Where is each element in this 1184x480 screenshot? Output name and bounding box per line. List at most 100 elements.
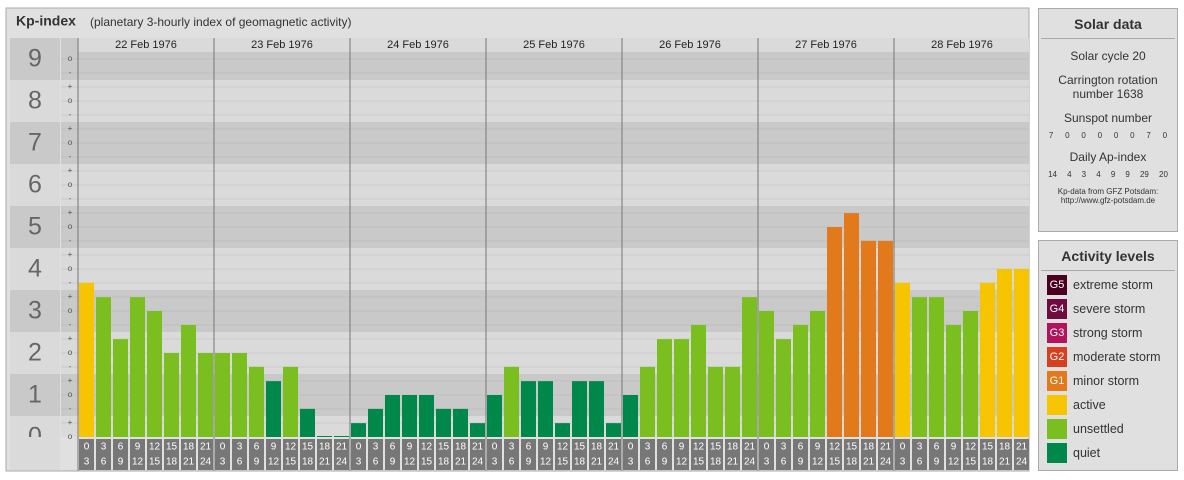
hour-to: 18 [166, 457, 178, 468]
sub-label: - [69, 404, 72, 413]
bar [283, 366, 298, 437]
bar [895, 282, 910, 437]
hour-from: 0 [900, 442, 906, 453]
hour-from: 12 [829, 442, 841, 453]
bar [1014, 269, 1029, 437]
legend-swatch [1047, 443, 1067, 463]
sunspot-value: 0 [1162, 131, 1168, 140]
bar [657, 339, 672, 437]
sub-label: o [68, 264, 73, 273]
bar [164, 353, 179, 437]
hour-to: 21 [455, 457, 467, 468]
sunspot-value: 0 [1065, 131, 1070, 140]
hour-from: 18 [863, 442, 875, 453]
hour-from: 9 [951, 442, 957, 453]
hour-to: 12 [948, 457, 960, 468]
sunspot-value: 0 [1130, 131, 1135, 140]
bar [317, 436, 332, 437]
hour-cell [504, 439, 519, 470]
sunspot-title: Sunspot number [1063, 111, 1153, 125]
hour-from: 6 [390, 442, 396, 453]
hour-to: 9 [526, 457, 532, 468]
solar-panel: Solar data Solar cycle 20 Carrington rot… [1038, 8, 1178, 232]
sub-label: - [69, 152, 72, 161]
hour-to: 15 [965, 457, 977, 468]
hour-from: 15 [710, 442, 722, 453]
sub-label: - [69, 194, 72, 203]
sunspot-values: 7 0 0 0 0 0 7 0 [1043, 131, 1173, 140]
legend-item: G4 severe storm [1047, 299, 1169, 319]
legend-item: G2 moderate storm [1047, 347, 1169, 367]
legend-label: quiet [1073, 446, 1101, 460]
date-label: 27 Feb 1976 [795, 39, 857, 51]
hour-from: 21 [1016, 442, 1028, 453]
bar [470, 423, 485, 437]
bar [674, 339, 689, 437]
bar [334, 436, 349, 437]
digit-cell [10, 416, 60, 437]
hour-to: 24 [472, 457, 484, 468]
hour-to: 12 [540, 457, 552, 468]
hour-cell [96, 439, 111, 470]
sub-label: + [68, 208, 73, 217]
hour-cell [351, 439, 366, 470]
hour-cell [419, 439, 434, 470]
bar [215, 353, 230, 437]
sub-label: o [68, 390, 73, 399]
kp-chart: Kp-index (planetary 3-hourly index of ge… [5, 7, 1030, 472]
hour-to: 6 [237, 457, 243, 468]
digit-cell [10, 290, 60, 332]
hour-to: 6 [101, 457, 107, 468]
hour-cell [640, 439, 655, 470]
digit-cell [10, 437, 60, 470]
hour-to: 3 [764, 457, 770, 468]
y-tick-label: 7 [28, 129, 42, 157]
bar [912, 297, 927, 437]
hour-to: 9 [118, 457, 124, 468]
hour-from: 21 [200, 442, 212, 453]
hour-from: 3 [645, 442, 651, 453]
bar [963, 311, 978, 437]
bar [351, 423, 366, 437]
hour-from: 9 [543, 442, 549, 453]
hour-to: 3 [900, 457, 906, 468]
source-url: http://www.gfz-potsdam.de [1060, 196, 1156, 205]
y-tick-label: 8 [28, 87, 42, 115]
bar [504, 366, 519, 437]
bar [776, 339, 791, 437]
hour-cell [470, 439, 485, 470]
hour-from: 18 [319, 442, 331, 453]
digit-cell [10, 332, 60, 374]
bar [436, 408, 451, 437]
hour-cell [334, 439, 349, 470]
bar [232, 353, 247, 437]
hour-cell [742, 439, 757, 470]
hour-to: 21 [727, 457, 739, 468]
digit-cell [10, 80, 60, 122]
bar [980, 282, 995, 437]
hour-cell [623, 439, 638, 470]
hour-cell [1014, 439, 1029, 470]
ap-value: 4 [1096, 170, 1101, 179]
sub-label: + [68, 250, 73, 259]
hour-from: 0 [356, 442, 362, 453]
y-tick-label: 1 [28, 381, 42, 409]
hour-from: 6 [254, 442, 260, 453]
hour-from: 15 [166, 442, 178, 453]
ap-values: 14 4 3 4 9 9 29 20 [1043, 170, 1173, 179]
legend-swatch: G3 [1047, 323, 1067, 343]
hour-cell [232, 439, 247, 470]
date-label: 23 Feb 1976 [251, 39, 313, 51]
legend-label: extreme storm [1073, 278, 1153, 292]
bar [96, 297, 111, 437]
sub-label: - [69, 68, 72, 77]
hour-to: 18 [438, 457, 450, 468]
hour-cell [997, 439, 1012, 470]
hour-cell [147, 439, 162, 470]
source: Kp-data from GFZ Potsdam: [1057, 187, 1159, 196]
digit-cell [10, 206, 60, 248]
hour-from: 9 [815, 442, 821, 453]
bar [878, 240, 893, 437]
hour-from: 0 [84, 442, 90, 453]
bar [623, 395, 638, 437]
